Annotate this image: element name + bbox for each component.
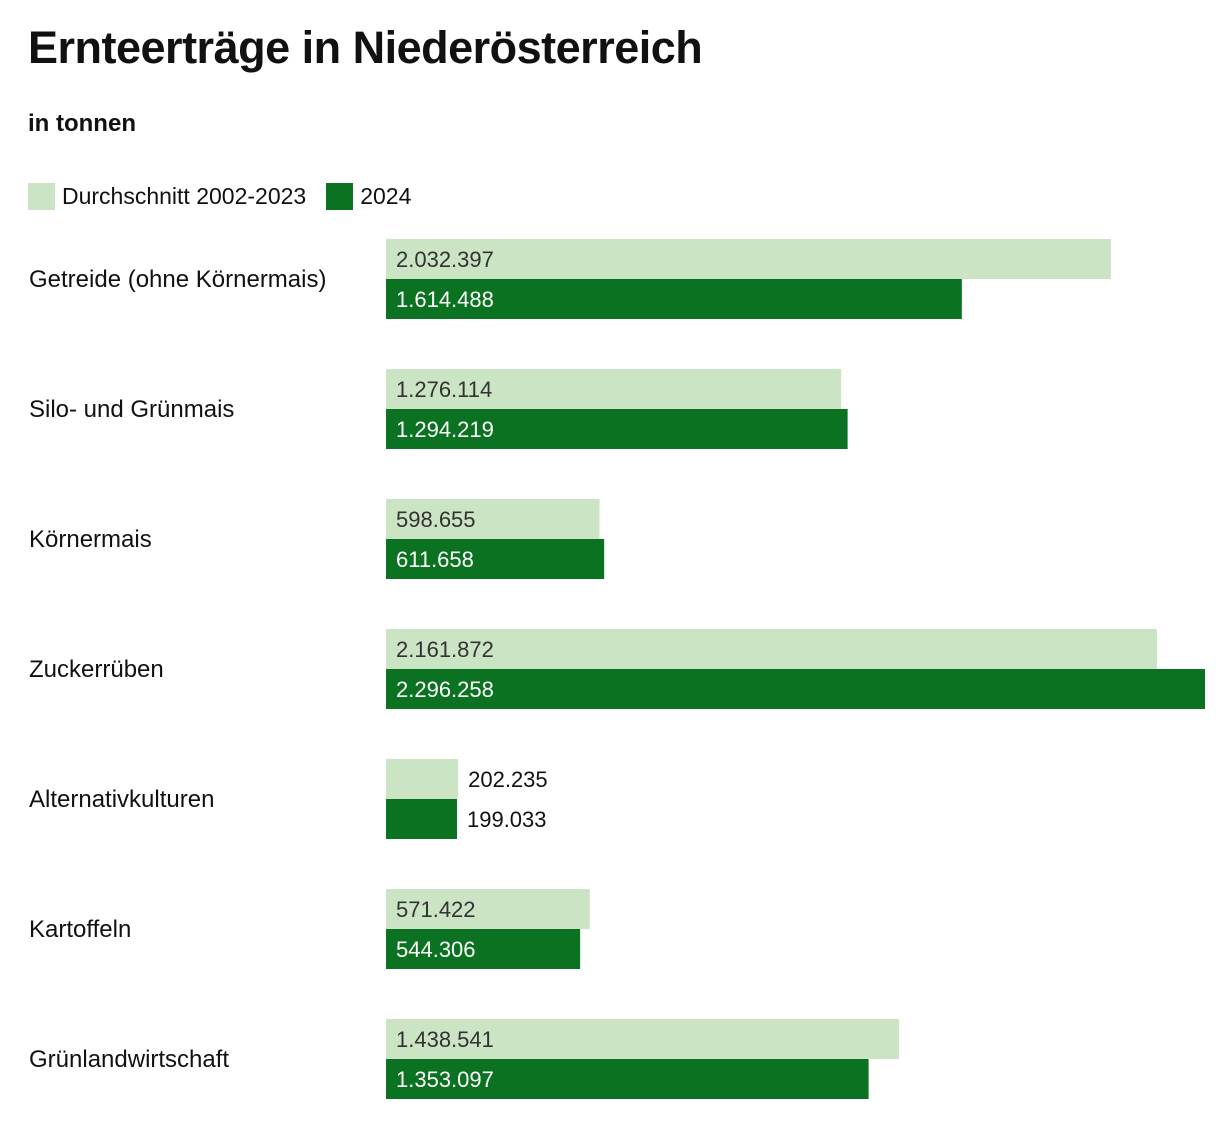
- bar-2024-grünlandwirtschaft: [386, 1059, 869, 1099]
- legend-item-average: Durchschnitt 2002-2023: [28, 183, 306, 210]
- category-label-grünlandwirtschaft: Grünlandwirtschaft: [29, 1046, 229, 1073]
- bar-average-grünlandwirtschaft: [386, 1019, 900, 1059]
- legend: Durchschnitt 2002-2023 2024: [28, 183, 431, 210]
- category-label-körnermais: Körnermais: [29, 526, 152, 553]
- value-label-average-kartoffeln: 571.422: [396, 897, 476, 922]
- bar-average-körnermais: [386, 499, 600, 539]
- value-label-2024-getreide-ohne-körnermais: 1.614.488: [396, 287, 494, 312]
- value-label-2024-silo-und-grünmais: 1.294.219: [396, 417, 494, 442]
- legend-item-2024: 2024: [326, 183, 411, 210]
- value-label-2024-zuckerrüben: 2.296.258: [396, 677, 494, 702]
- category-label-alternativkulturen: Alternativkulturen: [29, 786, 214, 813]
- value-label-average-alternativkulturen: 202.235: [468, 767, 548, 792]
- value-label-average-silo-und-grünmais: 1.276.114: [396, 377, 492, 402]
- legend-swatch-2024: [326, 183, 354, 210]
- category-label-kartoffeln: Kartoffeln: [29, 916, 131, 943]
- bar-2024-getreide-ohne-körnermais: [386, 279, 962, 319]
- category-label-zuckerrüben: Zuckerrüben: [29, 656, 164, 683]
- category-label-silo-und-grünmais: Silo- und Grünmais: [29, 396, 234, 423]
- bar-average-zuckerrüben: [386, 629, 1158, 669]
- bar-2024-silo-und-grünmais: [386, 409, 848, 449]
- bar-2024-zuckerrüben: [386, 669, 1205, 709]
- value-label-average-getreide-ohne-körnermais: 2.032.397: [396, 247, 494, 272]
- chart-title: Ernteerträge in Niederösterreich: [28, 22, 703, 73]
- bar-average-getreide-ohne-körnermais: [386, 239, 1111, 279]
- value-label-2024-grünlandwirtschaft: 1.353.097: [396, 1067, 494, 1092]
- legend-swatch-average: [28, 183, 55, 210]
- value-label-2024-kartoffeln: 544.306: [396, 937, 476, 962]
- bar-2024-körnermais: [386, 539, 605, 579]
- bar-average-silo-und-grünmais: [386, 369, 842, 409]
- value-label-average-körnermais: 598.655: [396, 507, 476, 532]
- legend-label-2024: 2024: [360, 183, 412, 209]
- bar-average-alternativkulturen: [386, 759, 459, 799]
- bar-2024-kartoffeln: [386, 929, 581, 969]
- value-label-2024-alternativkulturen: 199.033: [467, 807, 547, 832]
- value-label-average-zuckerrüben: 2.161.872: [396, 637, 494, 662]
- bar-2024-alternativkulturen: [386, 799, 457, 839]
- bar-average-kartoffeln: [386, 889, 590, 929]
- chart-subtitle: in tonnen: [28, 110, 136, 137]
- category-label-getreide-ohne-körnermais: Getreide (ohne Körnermais): [29, 266, 326, 293]
- value-label-average-grünlandwirtschaft: 1.438.541: [396, 1027, 494, 1052]
- value-label-2024-körnermais: 611.658: [396, 547, 474, 572]
- legend-label-average: Durchschnitt 2002-2023: [62, 183, 307, 209]
